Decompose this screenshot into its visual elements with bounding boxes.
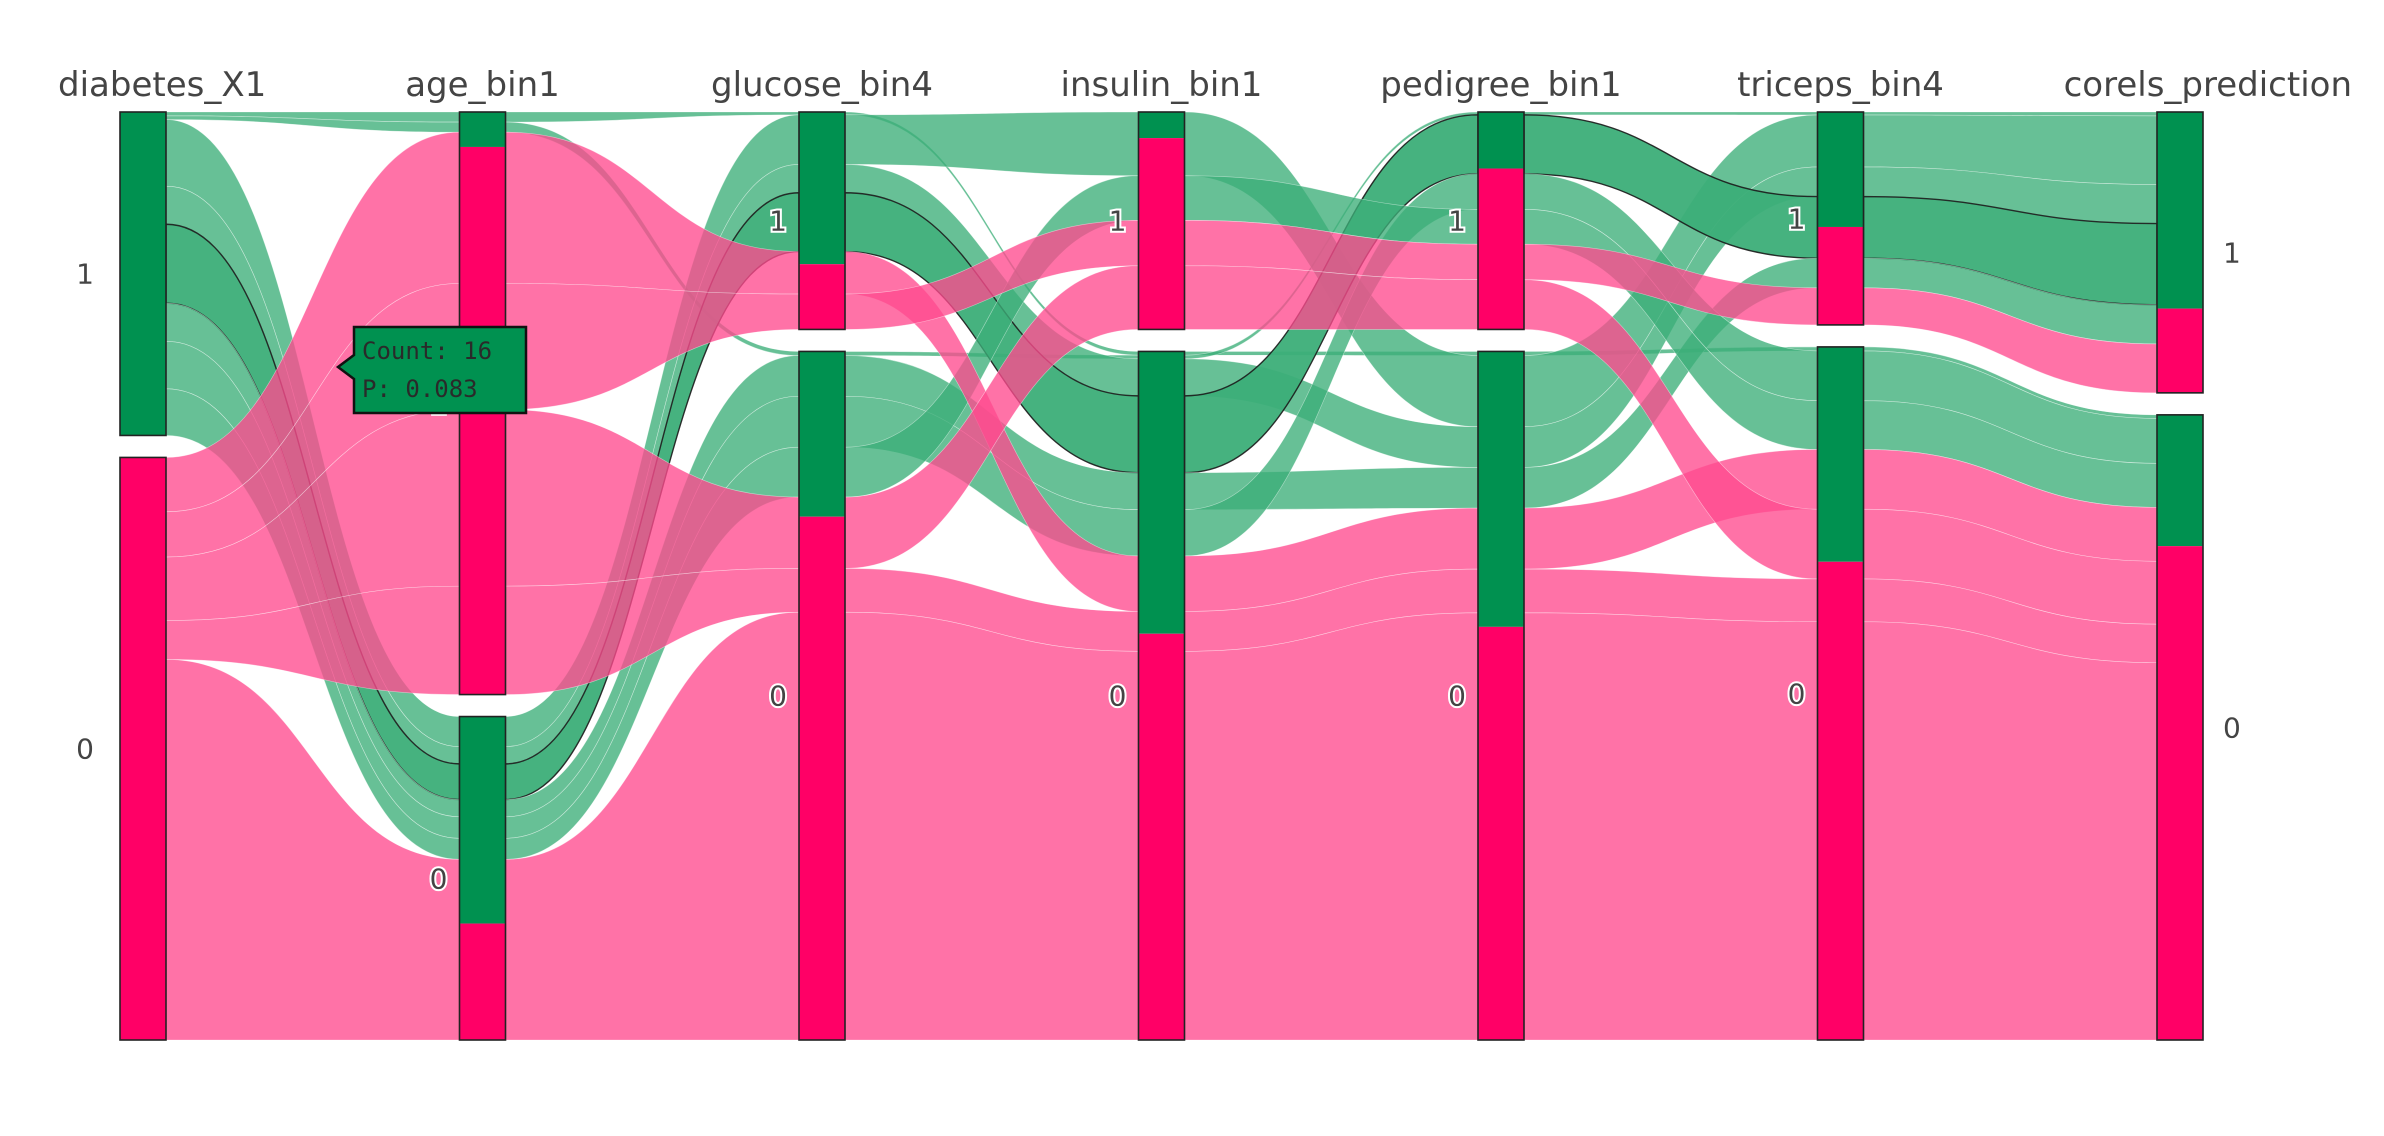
bar-triceps_bin4-cat-1-negative[interactable] [1817, 226, 1864, 325]
bar-diabetes_X1-cat-0-negative[interactable] [120, 457, 166, 1040]
ribbon-layer [165, 111, 2158, 1041]
dimension-title-triceps_bin4[interactable]: triceps_bin4 [1737, 65, 1944, 105]
bar-outline-age_bin1-1 [458, 715, 507, 1041]
category-label-pedigree_bin1-1: 1 [1448, 205, 1466, 238]
category-label-age_bin1-0: 0 [430, 862, 448, 895]
bar-corels_prediction-cat-0-positive[interactable] [2157, 414, 2203, 547]
ribbon-negative-12-seg-4[interactable] [1523, 612, 1818, 1041]
category-label-glucose_bin4-0: 0 [769, 680, 787, 713]
category-label-insulin_bin1-1: 1 [1109, 205, 1127, 238]
bar-pedigree_bin1-cat-0-positive[interactable] [1478, 351, 1524, 627]
bar-pedigree_bin1-cat-0-negative[interactable] [1478, 626, 1524, 1040]
bar-insulin_bin1-cat-1-positive[interactable] [1138, 112, 1185, 139]
bar-glucose_bin4-cat-1-positive[interactable] [799, 112, 845, 265]
dimension-title-age_bin1[interactable]: age_bin1 [405, 65, 560, 105]
bar-age_bin1-cat-1-positive[interactable] [459, 112, 506, 147]
bar-insulin_bin1-cat-1-negative[interactable] [1138, 138, 1185, 330]
bar-outline-diabetes_X1-1 [119, 456, 167, 1041]
bar-glucose_bin4-cat-0-negative[interactable] [799, 516, 845, 1040]
bar-diabetes_X1-cat-1-positive[interactable] [120, 112, 166, 436]
tooltip-box [335, 325, 528, 415]
dimension-title-pedigree_bin1[interactable]: pedigree_bin1 [1380, 65, 1621, 105]
bar-corels_prediction-cat-1-negative[interactable] [2157, 308, 2203, 393]
bar-triceps_bin4-cat-1-positive[interactable] [1817, 112, 1864, 227]
bar-insulin_bin1-cat-0-positive[interactable] [1138, 351, 1185, 634]
category-label-triceps_bin4-1: 1 [1788, 202, 1806, 235]
bar-age_bin1-cat-0-negative[interactable] [459, 923, 506, 1040]
dimension-title-glucose_bin4[interactable]: glucose_bin4 [711, 65, 933, 105]
category-label-corels_prediction-1: 1 [2223, 236, 2241, 269]
category-bar-layer [119, 111, 2204, 1041]
bar-outline-pedigree_bin1-0 [1477, 111, 1525, 331]
bar-age_bin1-cat-1-negative[interactable] [459, 146, 506, 695]
bar-pedigree_bin1-cat-1-negative[interactable] [1478, 168, 1524, 330]
bar-triceps_bin4-cat-0-positive[interactable] [1817, 346, 1864, 562]
dimension-title-diabetes_X1[interactable]: diabetes_X1 [58, 65, 266, 105]
bar-outline-corels_prediction-0 [2156, 111, 2204, 394]
ribbon-negative-12-seg-3[interactable] [1184, 612, 1479, 1041]
label-layer: diabetes_X1 1 0 age_bin1 1 0 glucose_bin4 1 0 ins… [58, 65, 2352, 897]
category-label-diabetes_X1-0: 0 [76, 733, 94, 766]
ribbon-negative-12-seg-2[interactable] [844, 611, 1139, 1041]
dimension-title-corels_prediction[interactable]: corels_prediction [2064, 65, 2352, 105]
bar-outline-insulin_bin1-0 [1137, 111, 1186, 331]
bar-pedigree_bin1-cat-1-positive[interactable] [1478, 112, 1524, 169]
bar-outline-insulin_bin1-1 [1137, 350, 1186, 1041]
ribbon-negative-12-seg-0[interactable] [165, 659, 460, 1041]
category-label-corels_prediction-0: 0 [2223, 711, 2241, 744]
ribbon-positive-0-seg-1[interactable] [505, 111, 800, 123]
category-label-pedigree_bin1-0: 0 [1448, 680, 1466, 713]
category-label-triceps_bin4-0: 0 [1788, 677, 1806, 710]
bar-outline-glucose_bin4-1 [798, 350, 846, 1041]
ribbon-negative-12-seg-1[interactable] [505, 611, 800, 1041]
tooltip-count: Count: 16 [362, 337, 492, 365]
tooltip-probability: P: 0.083 [362, 375, 478, 403]
bar-corels_prediction-cat-1-positive[interactable] [2157, 112, 2203, 309]
bar-insulin_bin1-cat-0-negative[interactable] [1138, 633, 1185, 1040]
category-label-glucose_bin4-1: 1 [769, 205, 787, 238]
ribbon-positive-2-seg-2[interactable] [844, 111, 1139, 176]
bar-outline-pedigree_bin1-1 [1477, 350, 1525, 1041]
ribbon-positive-1-seg-4[interactable] [1523, 111, 1818, 116]
bar-outline-diabetes_X1-0 [119, 111, 167, 437]
ribbon-negative-12-seg-5[interactable] [1863, 621, 2158, 1041]
bar-glucose_bin4-cat-0-positive[interactable] [799, 351, 845, 517]
bar-outline-triceps_bin4-0 [1816, 111, 1865, 326]
dimension-title-insulin_bin1[interactable]: insulin_bin1 [1061, 65, 1263, 105]
hover-tooltip: Count: 16 P: 0.083 [335, 325, 528, 415]
category-label-insulin_bin1-0: 0 [1109, 680, 1127, 713]
bar-age_bin1-cat-0-positive[interactable] [459, 716, 506, 924]
category-label-diabetes_X1-1: 1 [76, 258, 94, 291]
bar-outline-corels_prediction-1 [2156, 414, 2204, 1041]
bar-outline-glucose_bin4-0 [798, 111, 846, 331]
bar-triceps_bin4-cat-0-negative[interactable] [1817, 561, 1864, 1040]
bar-outline-triceps_bin4-1 [1816, 346, 1865, 1041]
bar-glucose_bin4-cat-1-negative[interactable] [799, 264, 845, 330]
bar-corels_prediction-cat-0-negative[interactable] [2157, 546, 2203, 1040]
